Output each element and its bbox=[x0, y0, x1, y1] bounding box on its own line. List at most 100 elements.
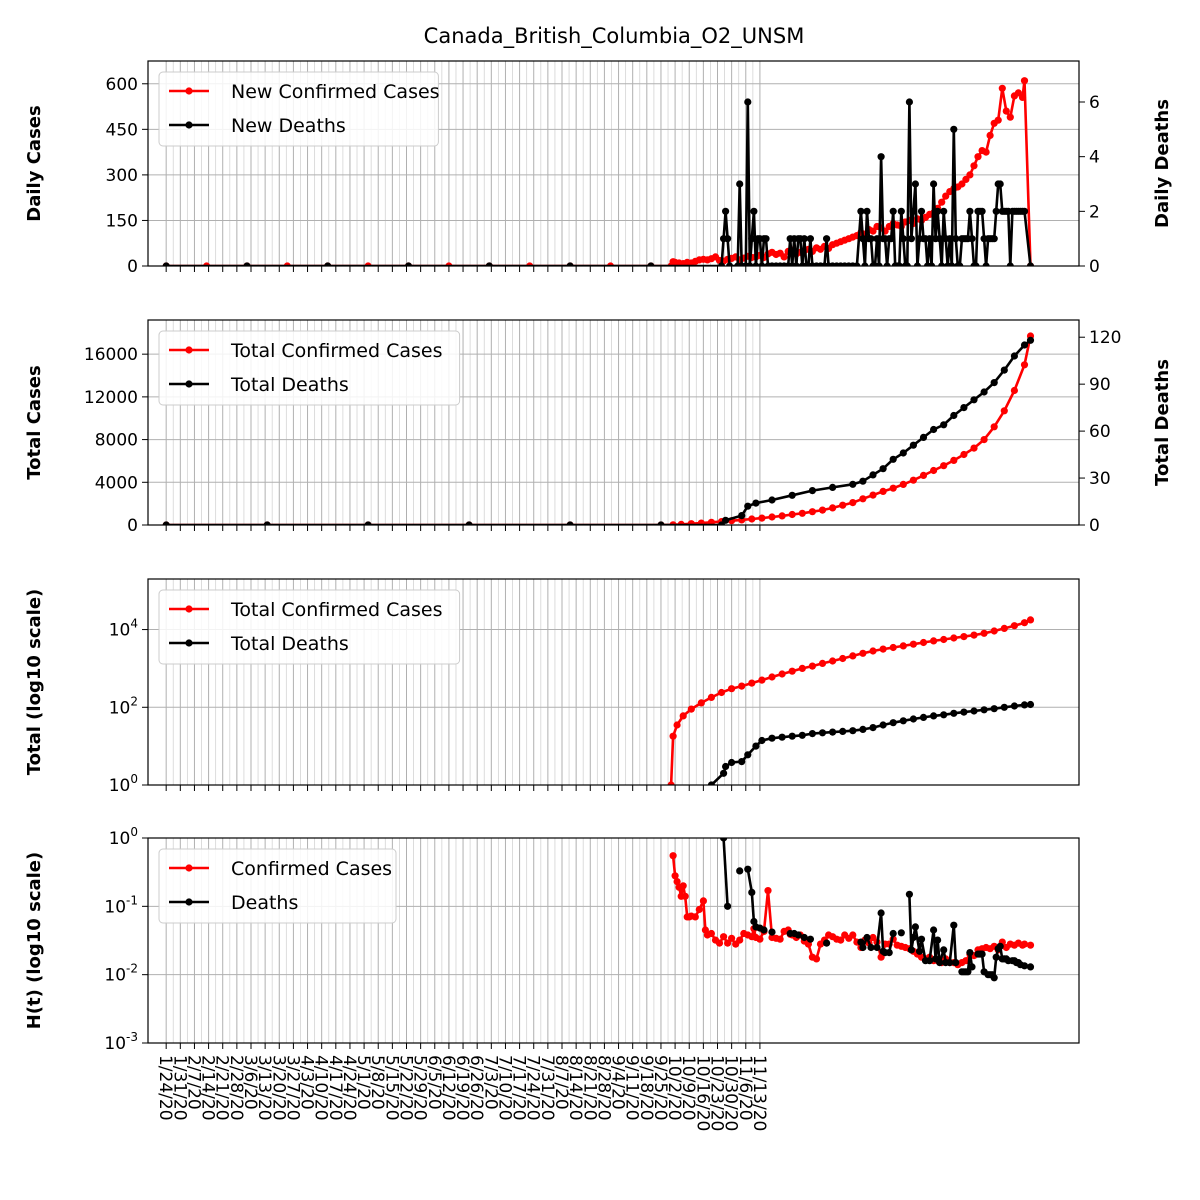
data-point bbox=[970, 396, 978, 404]
data-point bbox=[746, 262, 754, 266]
data-point bbox=[829, 504, 837, 512]
y-tick-label: 0 bbox=[127, 257, 138, 277]
data-point bbox=[911, 180, 920, 188]
data-point bbox=[948, 262, 956, 266]
y-tick-label: 10-2 bbox=[104, 962, 138, 986]
y2-tick-label: 0 bbox=[1089, 516, 1100, 536]
legend-label: Total Deaths bbox=[230, 374, 349, 396]
y2-tick-label: 6 bbox=[1089, 93, 1100, 113]
data-point bbox=[946, 235, 954, 243]
data-point bbox=[806, 235, 815, 243]
series-segment bbox=[908, 894, 913, 950]
x-tick-label: 6/26/20 bbox=[466, 1055, 486, 1121]
data-point bbox=[722, 207, 730, 215]
data-point bbox=[699, 897, 708, 905]
data-point bbox=[707, 693, 716, 702]
data-point bbox=[837, 936, 845, 944]
data-point bbox=[990, 379, 998, 387]
data-point bbox=[919, 713, 928, 722]
data-point bbox=[974, 153, 982, 161]
legend-swatch-marker bbox=[185, 898, 193, 906]
data-point bbox=[950, 456, 958, 464]
data-point bbox=[950, 709, 958, 717]
data-point bbox=[869, 647, 877, 655]
data-point bbox=[879, 721, 887, 729]
data-point bbox=[760, 926, 768, 934]
data-point bbox=[859, 725, 867, 734]
data-point bbox=[673, 721, 681, 729]
legend-label: New Deaths bbox=[231, 115, 346, 137]
data-point bbox=[829, 657, 837, 665]
data-point bbox=[909, 441, 918, 449]
data-point bbox=[889, 643, 897, 652]
data-point bbox=[980, 388, 988, 396]
y2-tick-label: 30 bbox=[1089, 469, 1111, 489]
legend-label: Total Confirmed Cases bbox=[230, 340, 443, 362]
y-axis-title: Total Cases bbox=[24, 365, 45, 479]
data-point bbox=[899, 717, 907, 725]
data-point bbox=[752, 262, 760, 266]
data-point bbox=[1026, 616, 1035, 624]
data-point bbox=[485, 262, 493, 266]
x-tick-label: 2/28/20 bbox=[226, 1055, 246, 1121]
data-point bbox=[992, 207, 1000, 215]
data-point bbox=[879, 645, 887, 653]
x-tick-label: 10/23/20 bbox=[707, 1055, 727, 1131]
data-point bbox=[899, 449, 907, 457]
data-point bbox=[324, 262, 332, 266]
data-point bbox=[903, 262, 911, 266]
data-point bbox=[996, 180, 1004, 188]
data-point bbox=[885, 949, 893, 957]
legend-swatch-marker bbox=[185, 87, 193, 95]
data-point bbox=[758, 514, 766, 522]
data-point bbox=[1000, 703, 1008, 711]
data-point bbox=[875, 262, 883, 266]
data-point bbox=[857, 207, 865, 215]
data-point bbox=[738, 758, 746, 766]
data-point bbox=[1026, 336, 1035, 344]
data-point bbox=[907, 946, 916, 954]
x-tick-label: 9/18/20 bbox=[636, 1055, 656, 1121]
legend: New Confirmed Cases New Deaths bbox=[158, 71, 440, 147]
data-point bbox=[756, 935, 764, 943]
x-tick-label: 11/13/20 bbox=[749, 1055, 769, 1131]
data-point bbox=[736, 867, 744, 875]
data-point bbox=[778, 512, 786, 520]
data-point bbox=[818, 659, 827, 668]
legend-box bbox=[158, 71, 439, 147]
data-point bbox=[889, 484, 897, 492]
data-point bbox=[792, 262, 800, 266]
y2-tick-label: 4 bbox=[1089, 148, 1100, 168]
x-tick-label: 5/15/20 bbox=[381, 1055, 401, 1121]
data-point bbox=[1010, 386, 1019, 395]
data-point bbox=[936, 959, 944, 967]
data-point bbox=[780, 253, 788, 261]
x-tick-label: 7/17/20 bbox=[509, 1055, 529, 1121]
data-point bbox=[861, 262, 869, 266]
data-point bbox=[691, 913, 699, 921]
legend-label: Confirmed Cases bbox=[231, 858, 392, 880]
data-point bbox=[679, 882, 687, 890]
legend-box bbox=[158, 330, 461, 406]
y2-tick-label: 0 bbox=[1089, 257, 1100, 277]
data-point bbox=[794, 931, 802, 939]
data-point bbox=[722, 762, 730, 771]
data-point bbox=[972, 262, 980, 266]
x-tick-label: 8/21/20 bbox=[579, 1055, 599, 1121]
series-group bbox=[162, 77, 1035, 266]
data-point bbox=[879, 487, 887, 495]
data-point bbox=[722, 516, 730, 524]
data-point bbox=[869, 724, 877, 732]
data-point bbox=[980, 436, 988, 444]
data-point bbox=[707, 518, 715, 525]
data-point bbox=[762, 235, 770, 243]
x-tick-label: 7/24/20 bbox=[523, 1055, 543, 1121]
data-point bbox=[940, 462, 948, 470]
data-point bbox=[883, 262, 891, 266]
data-point bbox=[857, 938, 865, 946]
data-point bbox=[697, 699, 705, 707]
series-line-0 bbox=[669, 618, 1032, 785]
legend-label: Total Deaths bbox=[230, 633, 349, 655]
data-point bbox=[671, 872, 679, 880]
y-tick-label: 4000 bbox=[95, 473, 138, 493]
